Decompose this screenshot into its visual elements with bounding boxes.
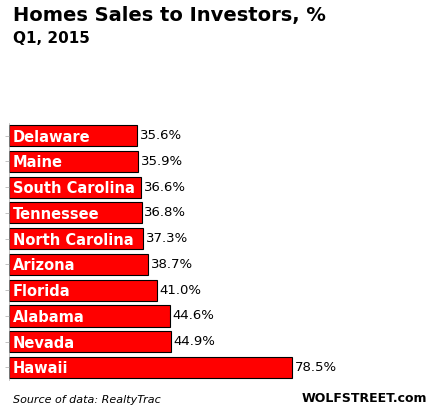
Bar xyxy=(9,151,138,172)
Text: Homes Sales to Investors, %: Homes Sales to Investors, % xyxy=(13,6,326,25)
Bar xyxy=(9,228,143,249)
Text: Q1, 2015: Q1, 2015 xyxy=(13,31,90,46)
Bar xyxy=(9,202,142,223)
Bar xyxy=(9,280,157,301)
Bar xyxy=(9,331,171,352)
Text: 37.3%: 37.3% xyxy=(146,232,188,245)
Text: 44.6%: 44.6% xyxy=(173,310,215,322)
Bar xyxy=(9,125,137,146)
Text: 36.6%: 36.6% xyxy=(144,181,186,193)
Text: 35.6%: 35.6% xyxy=(140,129,182,142)
Bar xyxy=(9,306,170,326)
Bar xyxy=(9,254,148,275)
Text: WOLFSTREET.com: WOLFSTREET.com xyxy=(302,392,427,405)
Text: 41.0%: 41.0% xyxy=(160,284,201,297)
Text: 38.7%: 38.7% xyxy=(151,258,194,271)
Bar xyxy=(9,357,292,378)
Text: 36.8%: 36.8% xyxy=(144,207,187,219)
Text: Source of data: RealtyTrac: Source of data: RealtyTrac xyxy=(13,395,161,405)
Text: 78.5%: 78.5% xyxy=(295,361,337,374)
Bar xyxy=(9,177,141,198)
Text: 35.9%: 35.9% xyxy=(141,155,183,168)
Text: 44.9%: 44.9% xyxy=(174,335,215,348)
